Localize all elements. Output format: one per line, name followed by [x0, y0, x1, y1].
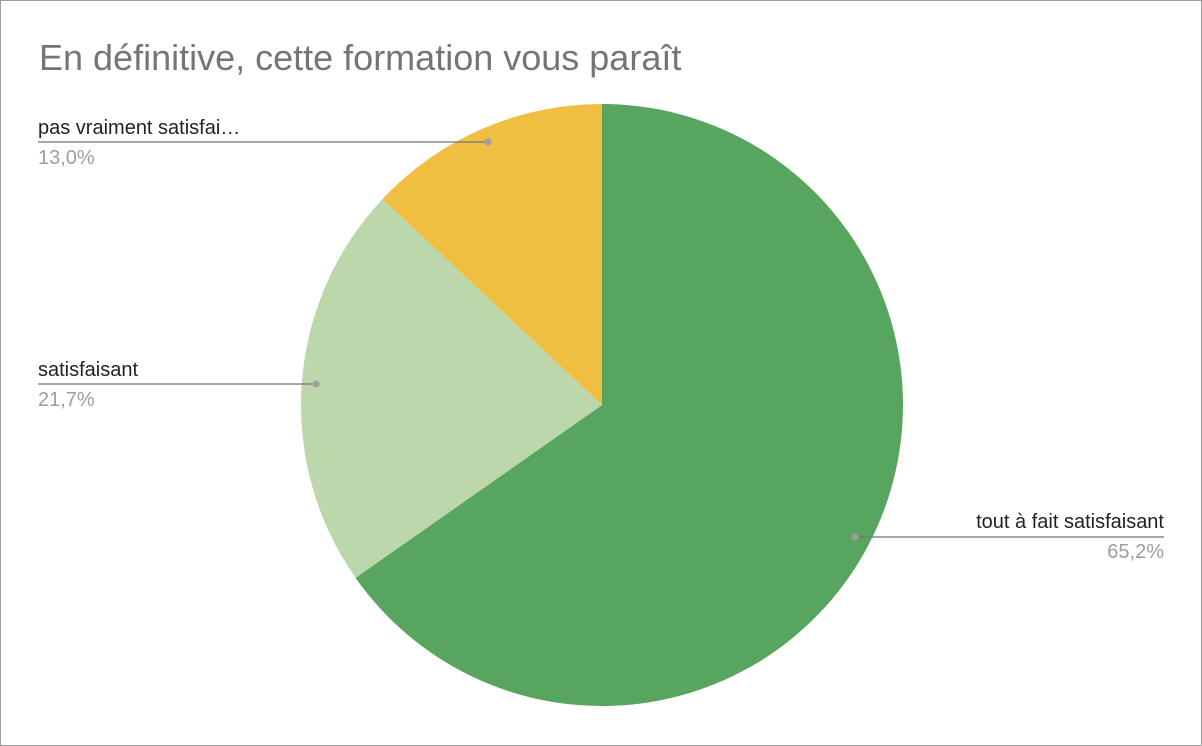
- leader-dot-2: [312, 380, 320, 388]
- slice-label-2: satisfaisant: [38, 359, 138, 381]
- pie-slice-2[interactable]: [300, 199, 602, 578]
- leader-dot-3: [484, 138, 492, 146]
- pie-slice-1[interactable]: [355, 104, 903, 706]
- chart-title: En définitive, cette formation vous para…: [39, 37, 682, 78]
- pie-slice-3[interactable]: [382, 104, 602, 405]
- leader-dot-1: [851, 533, 859, 541]
- slice-percent-2: 21,7%: [38, 389, 95, 411]
- slice-labels: tout à fait satisfaisant 65,2% satisfaisan…: [38, 117, 1164, 563]
- slice-label-3: pas vraiment satisfai…: [38, 117, 240, 139]
- slice-label-1: tout à fait satisfaisant: [976, 511, 1164, 533]
- slice-percent-3: 13,0%: [38, 147, 95, 169]
- slice-percent-1: 65,2%: [1107, 541, 1164, 563]
- pie-slices: [300, 104, 903, 706]
